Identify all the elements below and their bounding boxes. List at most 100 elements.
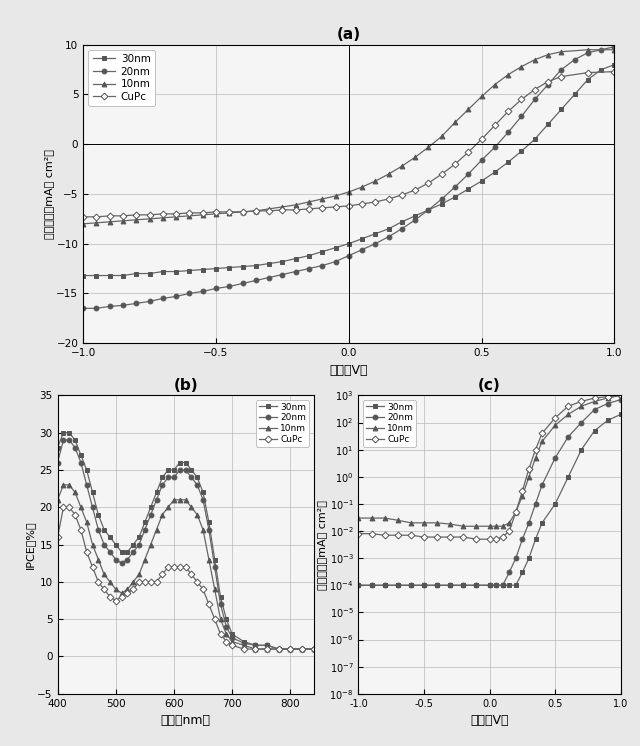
30nm [65,428,73,437]
10nm [604,394,612,403]
10nm [492,521,500,530]
10nm [164,503,172,512]
20nm [584,48,591,57]
30nm [278,257,286,266]
CuPc [310,645,317,653]
Legend: 30nm, 20nm, 10nm, CuPc: 30nm, 20nm, 10nm, CuPc [363,400,416,447]
30nm [217,592,225,601]
20nm [170,473,178,482]
10nm [112,585,120,594]
20nm [371,239,379,248]
10nm [188,503,195,512]
CuPc [132,210,140,219]
10nm [228,637,236,646]
10nm [465,105,472,114]
CuPc [100,585,108,594]
CuPc [199,585,207,594]
30nm [538,518,546,527]
10nm [499,521,507,530]
20nm [199,287,207,296]
20nm [239,279,246,288]
30nm [265,259,273,268]
10nm [358,183,366,192]
30nm [451,192,459,201]
10nm [611,46,618,54]
10nm [433,518,441,527]
30nm [71,436,79,445]
CuPc [60,503,67,512]
10nm [577,401,585,410]
10nm [135,570,143,579]
20nm [141,525,148,534]
CuPc [112,596,120,605]
30nm [552,499,559,508]
30nm [212,264,220,273]
CuPc [345,201,353,210]
10nm [305,198,313,207]
30nm [506,581,513,590]
10nm [355,513,362,522]
CuPc [147,577,154,586]
20nm [112,555,120,564]
20nm [89,503,97,512]
10nm [584,46,591,54]
20nm [332,257,339,266]
10nm [252,645,259,653]
10nm [394,515,402,524]
30nm [159,267,166,276]
10nm [146,214,154,223]
20nm [188,473,195,482]
20nm [358,245,366,254]
20nm [119,301,127,310]
10nm [447,520,454,529]
30nm [240,637,248,646]
10nm [292,201,300,210]
30nm [491,168,499,177]
CuPc [318,204,326,213]
10nm [460,521,467,530]
CuPc [368,529,376,538]
30nm [164,466,172,474]
10nm [407,518,415,527]
30nm [172,267,180,276]
30nm [512,581,520,590]
30nm [492,581,500,590]
10nm [518,492,526,501]
30nm [129,540,137,549]
10nm [557,47,565,56]
10nm [345,187,353,196]
30nm [371,229,379,238]
20nm [525,518,533,527]
20nm [176,466,184,474]
10nm [129,577,137,586]
20nm [93,304,100,313]
30nm [460,581,467,590]
CuPc [371,198,379,207]
CuPc [518,486,526,495]
30nm [199,265,207,274]
CuPc [265,207,273,216]
20nm [492,581,500,590]
30nm [611,60,618,69]
30nm [531,135,538,144]
20nm [65,436,73,445]
30nm [544,120,552,129]
20nm [398,225,406,233]
10nm [71,488,79,497]
10nm [263,645,271,653]
30nm [106,533,114,542]
30nm [504,157,512,166]
CuPc [491,121,499,130]
20nm [412,216,419,225]
20nm [159,294,166,303]
CuPc [239,207,246,216]
10nm [77,503,84,512]
30nm [124,548,131,557]
10nm [147,540,154,549]
CuPc [394,530,402,539]
20nm [611,43,618,51]
CuPc [355,529,362,538]
30nm [298,645,306,653]
30nm [100,525,108,534]
30nm [486,581,493,590]
